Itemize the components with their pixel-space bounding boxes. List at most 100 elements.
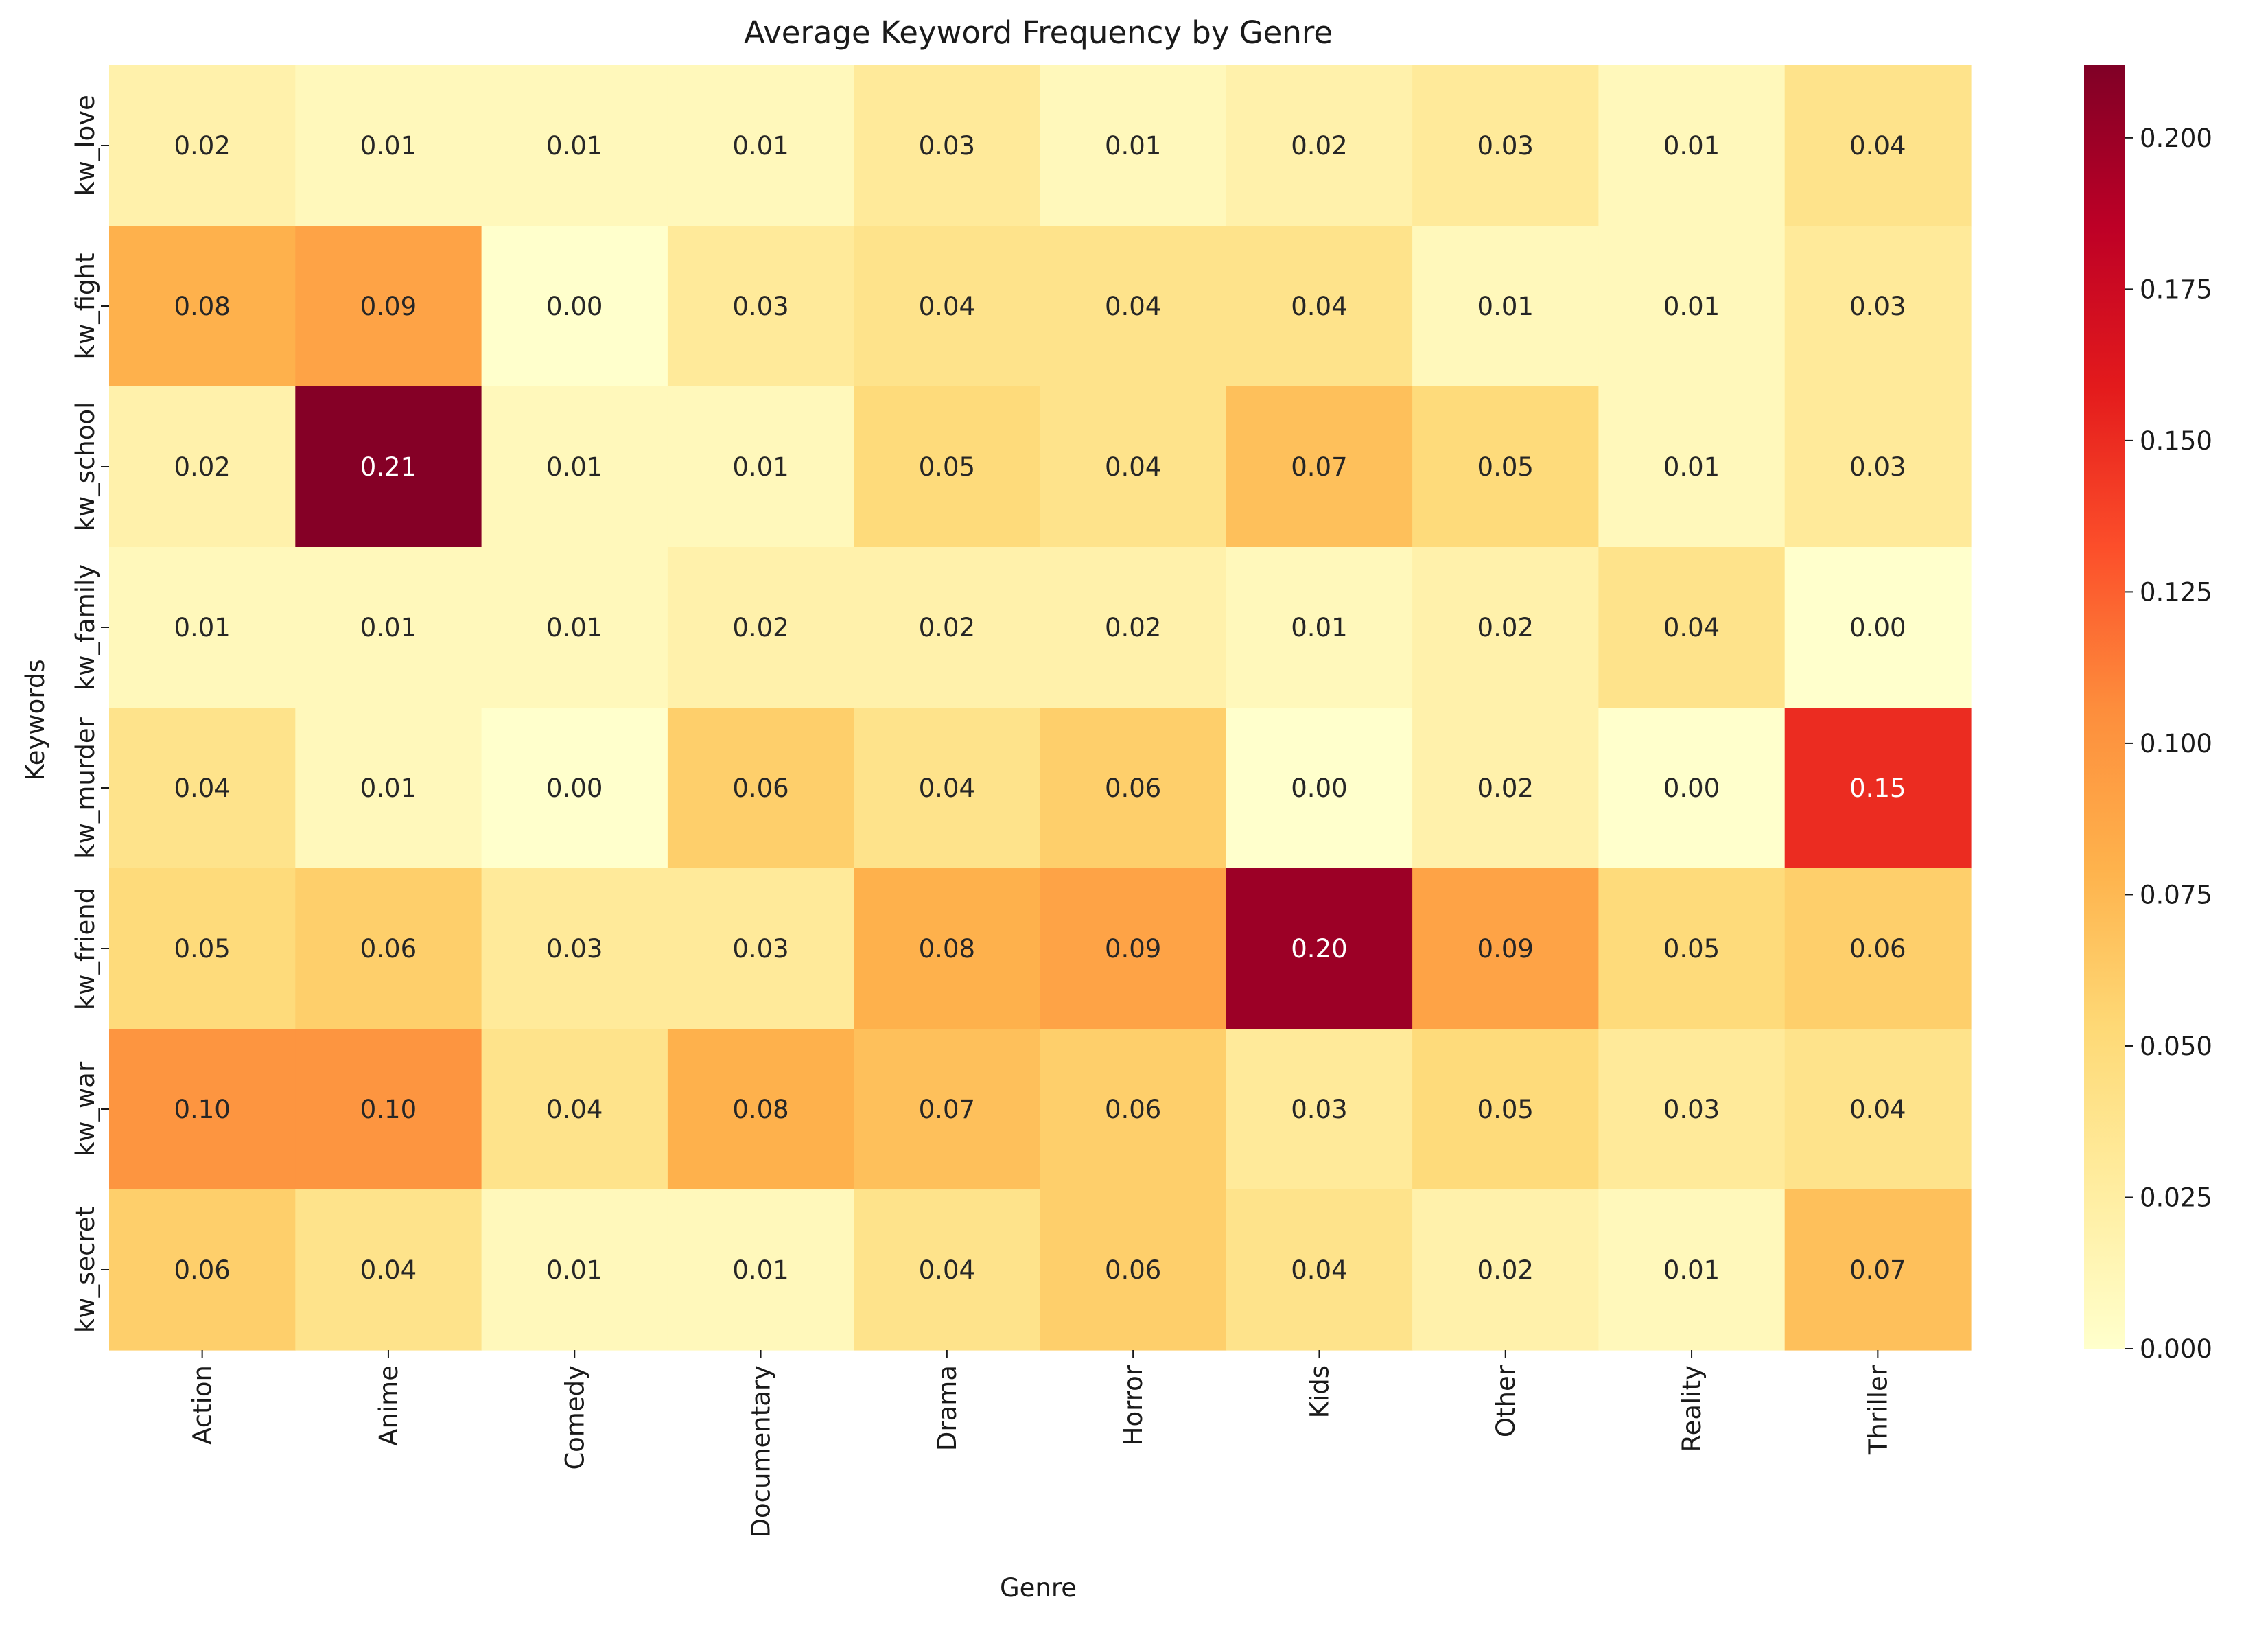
heatmap-cell-kw-secret-other <box>1412 1189 1599 1351</box>
data-label-kw-secret-anime: 0.04 <box>360 1255 417 1285</box>
heatmap-cell-kw-friend-drama <box>854 868 1041 1030</box>
data-label-kw-fight-kids: 0.04 <box>1291 292 1347 321</box>
data-label-kw-war-horror: 0.06 <box>1105 1095 1161 1124</box>
heatmap-cell-kw-school-action <box>109 386 296 548</box>
heatmap-cell-kw-school-thriller <box>1784 386 1972 548</box>
data-label-kw-family-horror: 0.02 <box>1105 613 1161 642</box>
data-label-kw-murder-horror: 0.06 <box>1105 774 1161 803</box>
heatmap-cell-kw-secret-documentary <box>667 1189 854 1351</box>
y-tick-label-kw-fight: kw_fight <box>71 253 100 360</box>
heatmap-cell-kw-school-kids <box>1226 386 1413 548</box>
heatmap-cell-kw-war-kids <box>1226 1029 1413 1190</box>
x-tick-label-anime: Anime <box>374 1365 404 1446</box>
heatmap-cell-kw-friend-comedy <box>481 868 668 1030</box>
heatmap-cell-kw-family-action <box>109 547 296 708</box>
heatmap-cell-kw-fight-drama <box>854 226 1041 387</box>
data-label-kw-love-anime: 0.01 <box>360 131 417 161</box>
heatmap-cell-kw-murder-anime <box>295 708 482 869</box>
data-label-kw-murder-comedy: 0.00 <box>546 774 603 803</box>
heatmap-cell-kw-friend-kids <box>1226 868 1413 1030</box>
heatmap-cell-kw-fight-horror <box>1040 226 1227 387</box>
heatmap-cell-kw-friend-reality <box>1598 868 1786 1030</box>
data-label-kw-secret-action: 0.06 <box>174 1255 230 1285</box>
data-label-kw-school-drama: 0.05 <box>919 452 975 482</box>
heatmap-cell-kw-family-reality <box>1598 547 1786 708</box>
heatmap-cell-kw-secret-action <box>109 1189 296 1351</box>
data-label-kw-war-action: 0.10 <box>174 1095 230 1124</box>
colorbar-tick-label-3: 0.075 <box>2140 880 2212 909</box>
heatmap-cell-kw-fight-anime <box>295 226 482 387</box>
heatmap-cell-kw-murder-action <box>109 708 296 869</box>
data-label-kw-family-anime: 0.01 <box>360 613 417 642</box>
data-label-kw-love-horror: 0.01 <box>1105 131 1161 161</box>
y-axis-ticks: kw_love kw_fight kw_school kw_family kw_murd… <box>71 95 109 1333</box>
y-tick-label-kw-school: kw_school <box>71 402 100 532</box>
data-label-kw-friend-horror: 0.09 <box>1105 934 1161 964</box>
heatmap-cell-kw-war-documentary <box>667 1029 854 1190</box>
data-label-kw-fight-documentary: 0.03 <box>732 292 788 321</box>
x-tick-label-kids: Kids <box>1305 1365 1334 1418</box>
heatmap-cell-kw-love-other <box>1412 65 1599 227</box>
y-tick-label-kw-war: kw_war <box>71 1061 100 1157</box>
data-label-kw-war-kids: 0.03 <box>1291 1095 1347 1124</box>
heatmap-cell-kw-fight-comedy <box>481 226 668 387</box>
heatmap-cell-kw-school-drama <box>854 386 1041 548</box>
heatmap-cell-kw-secret-kids <box>1226 1189 1413 1351</box>
x-axis-label: Genre <box>1000 1573 1077 1603</box>
heatmap-cell-kw-murder-documentary <box>667 708 854 869</box>
data-label-kw-family-thriller: 0.00 <box>1849 613 1906 642</box>
y-tick-label-kw-murder: kw_murder <box>71 717 100 858</box>
data-label-kw-war-documentary: 0.08 <box>732 1095 788 1124</box>
data-label-kw-school-reality: 0.01 <box>1663 452 1720 482</box>
x-tick-label-documentary: Documentary <box>747 1365 776 1537</box>
data-label-kw-love-documentary: 0.01 <box>732 131 788 161</box>
heatmap-cell-kw-murder-comedy <box>481 708 668 869</box>
data-label-kw-family-other: 0.02 <box>1477 613 1534 642</box>
data-label-kw-secret-reality: 0.01 <box>1663 1255 1720 1285</box>
y-tick-label-kw-family: kw_family <box>71 564 100 690</box>
heatmap-cell-kw-fight-thriller <box>1784 226 1972 387</box>
data-label-kw-fight-other: 0.01 <box>1477 292 1534 321</box>
heatmap-cell-kw-love-kids <box>1226 65 1413 227</box>
heatmap-cell-kw-fight-other <box>1412 226 1599 387</box>
data-label-kw-murder-kids: 0.00 <box>1291 774 1347 803</box>
heatmap-cell-kw-secret-reality <box>1598 1189 1786 1351</box>
data-label-kw-murder-documentary: 0.06 <box>732 774 788 803</box>
heatmap-cell-kw-love-comedy <box>481 65 668 227</box>
data-label-kw-friend-documentary: 0.03 <box>732 934 788 964</box>
heatmap-cell-kw-war-reality <box>1598 1029 1786 1190</box>
heatmap-cell-kw-family-horror <box>1040 547 1227 708</box>
x-tick-label-other: Other <box>1491 1364 1521 1437</box>
data-label-kw-secret-drama: 0.04 <box>919 1255 975 1285</box>
heatmap-cell-kw-war-thriller <box>1784 1029 1972 1190</box>
data-label-kw-fight-horror: 0.04 <box>1105 292 1161 321</box>
y-tick-label-kw-secret: kw_secret <box>71 1207 100 1333</box>
x-tick-label-reality: Reality <box>1677 1365 1707 1452</box>
data-label-kw-family-action: 0.01 <box>174 613 230 642</box>
data-label-kw-war-drama: 0.07 <box>919 1095 975 1124</box>
data-label-kw-murder-thriller: 0.15 <box>1849 774 1906 803</box>
heatmap-cell-kw-war-other <box>1412 1029 1599 1190</box>
data-label-kw-fight-reality: 0.01 <box>1663 292 1720 321</box>
colorbar-tick-label-0: 0.000 <box>2140 1334 2212 1364</box>
data-label-kw-family-drama: 0.02 <box>919 613 975 642</box>
heatmap-cell-kw-love-drama <box>854 65 1041 227</box>
data-label-kw-school-anime: 0.21 <box>360 452 417 482</box>
heatmap-cell-kw-murder-kids <box>1226 708 1413 869</box>
data-label-kw-love-other: 0.03 <box>1477 131 1534 161</box>
heatmap-cell-kw-war-action <box>109 1029 296 1190</box>
y-axis-label: Keywords <box>21 659 50 780</box>
heatmap-cells: 0.02 0.01 0.01 0.01 0.03 0.01 0.02 0.03 0.01 0.04… <box>109 65 1972 1351</box>
heatmap-cell-kw-love-horror <box>1040 65 1227 227</box>
data-label-kw-secret-horror: 0.06 <box>1105 1255 1161 1285</box>
heatmap-cell-kw-secret-thriller <box>1784 1189 1972 1351</box>
data-label-kw-school-action: 0.02 <box>174 452 230 482</box>
heatmap-cell-kw-family-documentary <box>667 547 854 708</box>
colorbar-tick-label-2: 0.050 <box>2140 1032 2212 1061</box>
data-label-kw-war-comedy: 0.04 <box>546 1095 603 1124</box>
heatmap-cell-kw-secret-anime <box>295 1189 482 1351</box>
data-label-kw-family-reality: 0.04 <box>1663 613 1720 642</box>
heatmap-cell-kw-war-anime <box>295 1029 482 1190</box>
